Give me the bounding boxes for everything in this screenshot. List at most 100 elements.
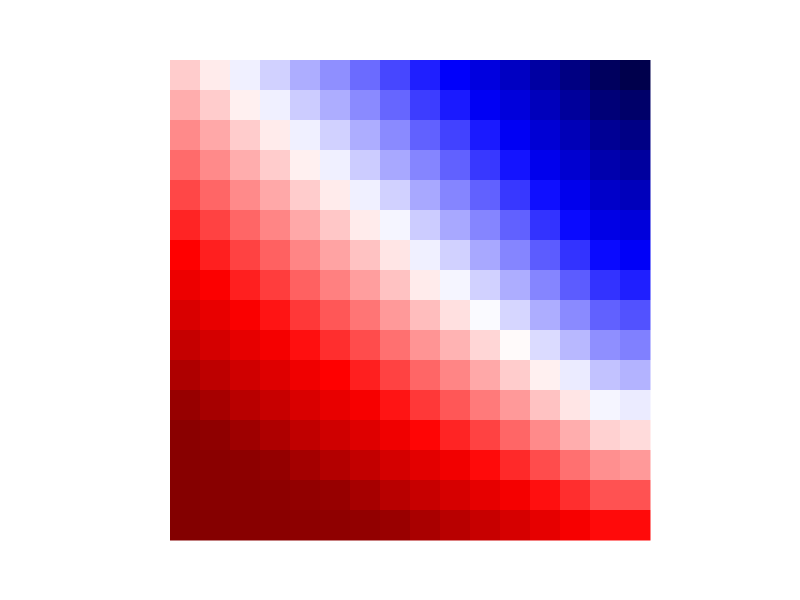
heatmap-cell xyxy=(290,510,321,541)
heatmap-cell xyxy=(440,330,471,361)
heatmap-cell xyxy=(500,360,531,391)
heatmap-cell xyxy=(620,180,651,211)
heatmap-cell xyxy=(290,240,321,271)
heatmap-cell xyxy=(590,480,621,511)
heatmap-cell xyxy=(410,270,441,301)
heatmap-cell xyxy=(560,510,591,541)
heatmap-cell xyxy=(410,210,441,241)
heatmap-cell xyxy=(590,180,621,211)
heatmap-cell xyxy=(290,270,321,301)
heatmap-cell xyxy=(380,510,411,541)
heatmap-cell xyxy=(350,120,381,151)
heatmap-cell xyxy=(500,510,531,541)
heatmap-cell xyxy=(320,450,351,481)
heatmap-cell xyxy=(440,420,471,451)
heatmap-cell xyxy=(230,390,261,421)
heatmap-cell xyxy=(320,420,351,451)
heatmap-cell xyxy=(200,90,231,121)
heatmap-cell xyxy=(590,270,621,301)
heatmap-cell xyxy=(440,210,471,241)
heatmap-cell xyxy=(410,330,441,361)
heatmap-cell xyxy=(590,240,621,271)
heatmap-cell xyxy=(200,390,231,421)
heatmap-cell xyxy=(380,240,411,271)
heatmap-cell xyxy=(440,90,471,121)
heatmap-cell xyxy=(470,480,501,511)
heatmap-cell xyxy=(410,120,441,151)
heatmap-cell xyxy=(320,390,351,421)
heatmap-cell xyxy=(290,150,321,181)
heatmap-cell xyxy=(530,210,561,241)
heatmap-cell xyxy=(200,420,231,451)
heatmap-cell xyxy=(230,90,261,121)
heatmap-cell xyxy=(380,180,411,211)
heatmap-cell xyxy=(590,510,621,541)
heatmap-cell xyxy=(500,480,531,511)
heatmap-cell xyxy=(290,210,321,241)
heatmap-cell xyxy=(500,240,531,271)
heatmap-cell xyxy=(620,150,651,181)
heatmap-cell xyxy=(560,240,591,271)
heatmap-cell xyxy=(530,90,561,121)
heatmap-cell xyxy=(560,360,591,391)
heatmap-cell xyxy=(530,300,561,331)
heatmap-cell xyxy=(560,210,591,241)
heatmap-cell xyxy=(230,240,261,271)
heatmap-cell xyxy=(320,240,351,271)
heatmap-cell xyxy=(440,240,471,271)
heatmap-cell xyxy=(260,300,291,331)
heatmap-cell xyxy=(170,480,201,511)
heatmap-cell xyxy=(410,180,441,211)
heatmap-cell xyxy=(620,330,651,361)
heatmap-cell xyxy=(350,180,381,211)
heatmap-cell xyxy=(620,120,651,151)
heatmap-cell xyxy=(380,300,411,331)
heatmap-cell xyxy=(560,60,591,91)
heatmap-cell xyxy=(410,450,441,481)
heatmap-cell xyxy=(290,90,321,121)
heatmap-cell xyxy=(380,150,411,181)
heatmap-cell xyxy=(560,450,591,481)
heatmap-cell xyxy=(620,360,651,391)
heatmap-cell xyxy=(260,180,291,211)
heatmap-cell xyxy=(590,330,621,361)
heatmap-cell xyxy=(230,210,261,241)
heatmap-cell xyxy=(410,420,441,451)
heatmap-cell xyxy=(530,450,561,481)
heatmap-cell xyxy=(380,330,411,361)
heatmap-cell xyxy=(230,180,261,211)
heatmap-cell xyxy=(260,330,291,361)
heatmap-cell xyxy=(290,120,321,151)
heatmap-cell xyxy=(200,210,231,241)
heatmap-cell xyxy=(530,510,561,541)
heatmap-cell xyxy=(560,390,591,421)
heatmap-cell xyxy=(380,90,411,121)
heatmap-cell xyxy=(380,420,411,451)
heatmap-cell xyxy=(350,270,381,301)
heatmap-cell xyxy=(320,270,351,301)
heatmap-cell xyxy=(290,360,321,391)
heatmap-cell xyxy=(350,390,381,421)
heatmap-cell xyxy=(200,240,231,271)
heatmap-cell xyxy=(290,330,321,361)
heatmap-cell xyxy=(470,450,501,481)
heatmap-cell xyxy=(170,300,201,331)
heatmap-cell xyxy=(170,420,201,451)
heatmap-cell xyxy=(410,300,441,331)
heatmap-cell xyxy=(590,450,621,481)
heatmap-cell xyxy=(170,60,201,91)
heatmap-cell xyxy=(260,270,291,301)
heatmap-cell xyxy=(500,450,531,481)
heatmap-cell xyxy=(200,330,231,361)
heatmap-cell xyxy=(170,120,201,151)
heatmap-cell xyxy=(440,150,471,181)
heatmap-cell xyxy=(530,120,561,151)
heatmap-cell xyxy=(320,150,351,181)
heatmap-cell xyxy=(380,450,411,481)
heatmap-cell xyxy=(350,90,381,121)
heatmap-cell xyxy=(350,450,381,481)
heatmap-cell xyxy=(560,300,591,331)
heatmap-cell xyxy=(380,360,411,391)
heatmap-cell xyxy=(470,300,501,331)
